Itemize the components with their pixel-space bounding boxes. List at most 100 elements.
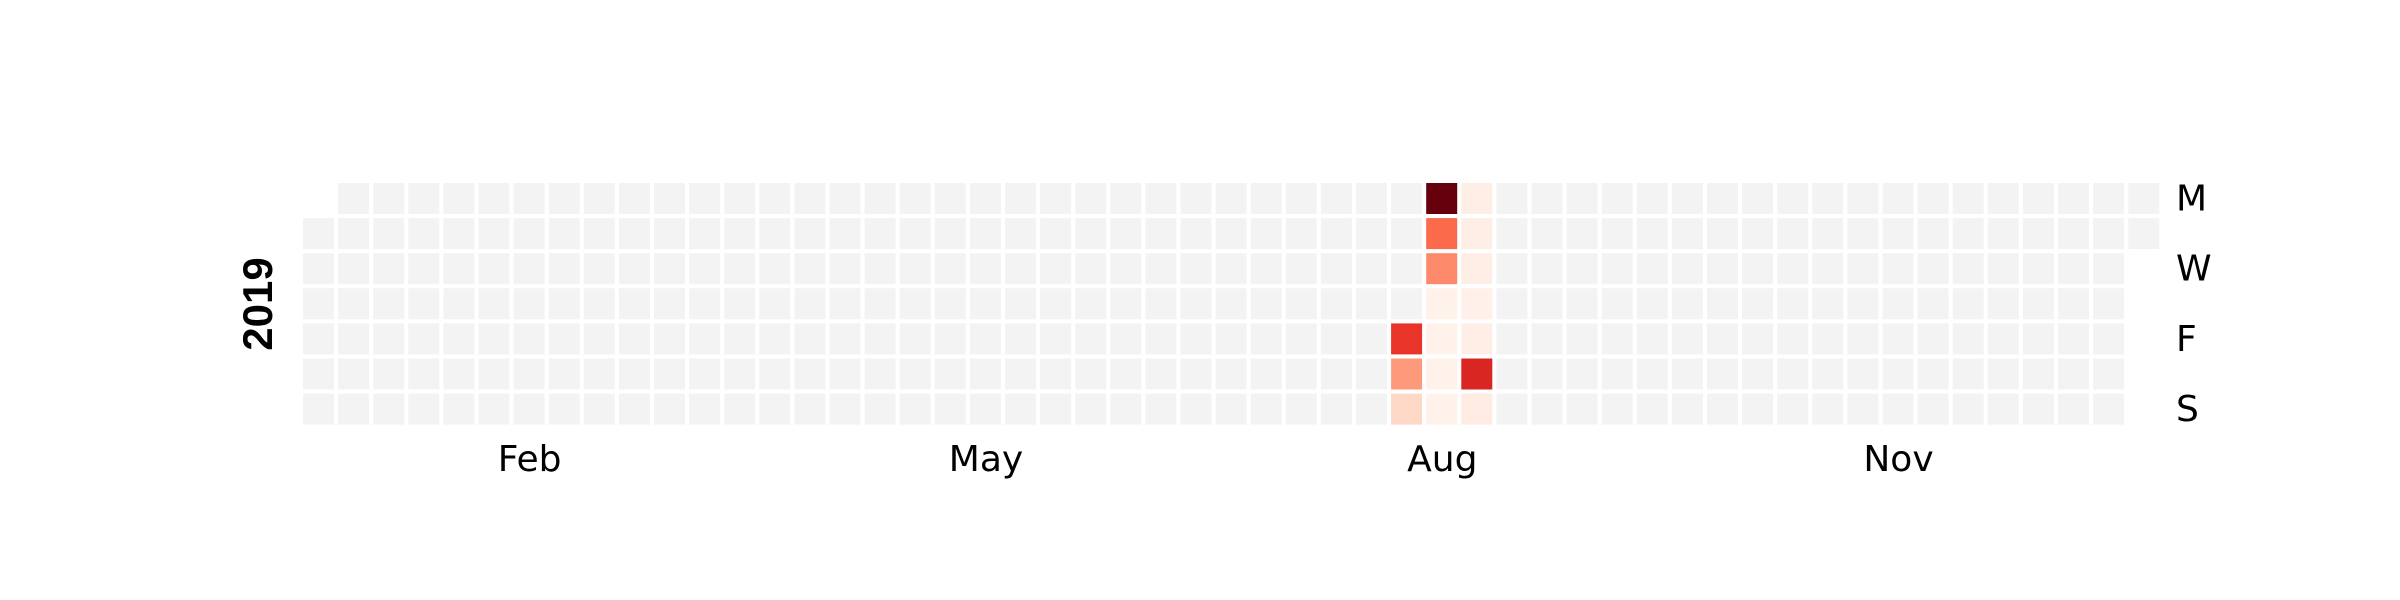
day-cell-2019-06-27: [1180, 288, 1212, 320]
day-cell-2019-07-29: [1356, 183, 1387, 214]
day-cell-2019-12-02: [1987, 183, 2019, 214]
day-cell-2019-11-21: [1917, 288, 1949, 320]
day-cell-2019-03-05: [618, 218, 650, 250]
day-cell-2019-07-25: [1320, 288, 1352, 320]
day-cell-2019-09-05: [1531, 288, 1563, 320]
day-cell-2019-10-10: [1707, 288, 1738, 320]
day-cell-2019-02-16: [513, 358, 545, 390]
day-cell-2019-02-21: [548, 288, 580, 320]
day-cell-2019-01-09: [338, 253, 370, 285]
day-cell-2019-03-15: [654, 323, 685, 355]
day-cell-2019-04-12: [794, 323, 826, 355]
day-cell-2019-10-15: [1742, 218, 1774, 250]
day-cell-2019-06-03: [1075, 183, 1107, 214]
day-cell-2019-04-16: [829, 218, 861, 250]
day-cell-2019-11-27: [1952, 253, 1984, 285]
day-cell-2019-03-20: [689, 253, 721, 285]
day-cell-2019-08-03: [1356, 358, 1387, 390]
day-cell-2019-06-19: [1145, 253, 1177, 285]
day-cell-2019-09-16: [1601, 183, 1633, 214]
day-cell-2019-05-25: [1005, 358, 1036, 390]
day-cell-2019-06-21: [1145, 323, 1177, 355]
day-cell-2019-03-17: [654, 393, 685, 425]
day-cell-2019-04-09: [794, 218, 826, 250]
day-cell-2019-07-14: [1250, 393, 1282, 425]
day-cell-2019-01-20: [373, 393, 405, 425]
day-cell-2019-12-18: [2058, 253, 2089, 285]
day-cell-2019-02-27: [583, 253, 615, 285]
day-cell-2019-09-12: [1566, 288, 1598, 320]
day-cell-2019-02-19: [548, 218, 580, 250]
day-cell-2019-05-13: [969, 183, 1001, 214]
day-cell-2019-10-29: [1812, 218, 1844, 250]
day-cell-2019-04-26: [864, 323, 896, 355]
day-cell-2019-08-23: [1461, 323, 1493, 355]
day-cell-2019-08-13: [1426, 218, 1458, 250]
day-cell-2019-07-16: [1285, 218, 1317, 250]
day-cell-2019-09-03: [1531, 218, 1563, 250]
day-cell-2019-06-22: [1145, 358, 1177, 390]
day-cell-2019-12-21: [2058, 358, 2089, 390]
day-cell-2019-04-20: [829, 358, 861, 390]
day-cell-2019-02-24: [548, 393, 580, 425]
day-cell-2019-07-03: [1215, 253, 1247, 285]
day-cell-2019-04-18: [829, 288, 861, 320]
day-cell-2019-10-08: [1707, 218, 1738, 250]
day-cell-2019-01-13: [338, 393, 370, 425]
day-cell-2019-08-08: [1391, 288, 1423, 320]
day-cell-2019-03-06: [618, 253, 650, 285]
day-cell-2019-08-18: [1426, 393, 1458, 425]
day-cell-2019-05-07: [934, 218, 966, 250]
day-cell-2019-05-08: [934, 253, 966, 285]
day-cell-2019-08-27: [1496, 218, 1528, 250]
day-cell-2019-01-05: [303, 358, 334, 390]
day-cell-2019-03-01: [583, 323, 615, 355]
day-cell-2019-05-02: [899, 288, 931, 320]
day-cell-2019-10-05: [1671, 358, 1703, 390]
day-cell-2019-03-04: [618, 183, 650, 214]
day-cell-2019-11-03: [1812, 393, 1844, 425]
day-cell-2019-02-18: [548, 183, 580, 214]
day-cell-2019-02-09: [478, 358, 510, 390]
day-cell-2019-12-22: [2058, 393, 2089, 425]
day-cell-2019-06-15: [1110, 358, 1142, 390]
day-cell-2019-05-21: [1005, 218, 1036, 250]
day-cell-2019-11-08: [1847, 323, 1879, 355]
day-cell-2019-05-26: [1005, 393, 1036, 425]
day-cell-2019-07-05: [1215, 323, 1247, 355]
day-cell-2019-12-07: [1987, 358, 2019, 390]
day-cell-2019-06-12: [1110, 253, 1142, 285]
day-cell-2019-05-12: [934, 393, 966, 425]
day-cell-2019-05-01: [899, 253, 931, 285]
day-cell-2019-10-01: [1671, 218, 1703, 250]
day-cell-2019-12-19: [2058, 288, 2089, 320]
day-cell-2019-05-10: [934, 323, 966, 355]
day-cell-2019-01-07: [338, 183, 370, 214]
day-cell-2019-10-31: [1812, 288, 1844, 320]
day-cell-2019-03-29: [724, 323, 756, 355]
day-cell-2019-07-07: [1215, 393, 1247, 425]
day-cell-2019-12-08: [1987, 393, 2019, 425]
day-cell-2019-10-13: [1707, 393, 1738, 425]
day-cell-2019-03-24: [689, 393, 721, 425]
day-cell-2019-05-31: [1040, 323, 1072, 355]
day-cell-2019-07-22: [1320, 183, 1352, 214]
day-cell-2019-06-06: [1075, 288, 1107, 320]
day-cell-2019-04-22: [864, 183, 896, 214]
day-cell-2019-11-24: [1917, 393, 1949, 425]
day-cell-2019-04-10: [794, 253, 826, 285]
day-cell-2019-03-25: [724, 183, 756, 214]
day-cell-2019-10-11: [1707, 323, 1738, 355]
day-cell-2019-08-17: [1426, 358, 1458, 390]
day-cell-2019-10-18: [1742, 323, 1774, 355]
day-cell-2019-10-21: [1777, 183, 1809, 214]
day-cell-2019-03-16: [654, 358, 685, 390]
day-cell-2019-12-14: [2022, 358, 2054, 390]
day-cell-2019-02-01: [443, 323, 475, 355]
day-cell-2019-04-08: [794, 183, 826, 214]
day-cell-2019-04-17: [829, 253, 861, 285]
day-cell-2019-07-11: [1250, 288, 1282, 320]
day-cell-2019-05-28: [1040, 218, 1072, 250]
day-cell-2019-03-18: [689, 183, 721, 214]
month-labels: Feb May Aug Nov: [498, 439, 1934, 480]
